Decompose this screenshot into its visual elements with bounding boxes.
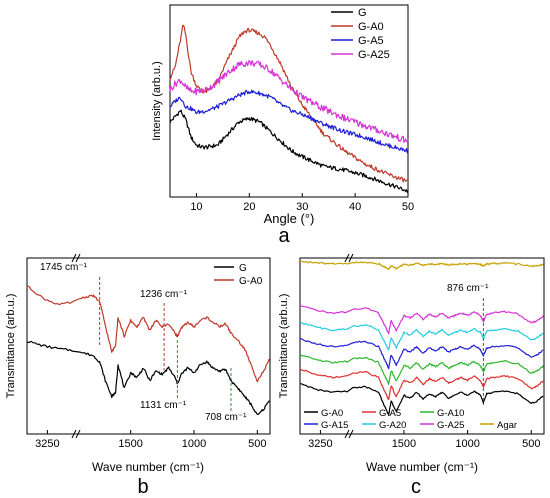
panel-a-x-ticks: 10 20 30 40 50 (190, 193, 414, 213)
panel-c-legend: G-A0 G-A5 G-A10 G-A15 G-A20 G-A25 Agar (304, 408, 517, 431)
panel-a-xlabel: Angle (°) (264, 211, 315, 226)
panel-c-series-g-a0 (299, 383, 544, 416)
panel-a-series-g-a25 (169, 59, 409, 143)
panel-c-legend-label: G-A5 (379, 408, 401, 419)
panel-a-tick-label: 10 (190, 201, 202, 213)
panel-a-tick-label: 50 (402, 201, 414, 213)
panel-b: 3250 1500 1000 500 1745 cm⁻¹ 1236 cm⁻¹ 1131 c… (5, 253, 271, 498)
panel-a-legend-label: G-A5 (358, 35, 384, 47)
panel-a-legend-label: G (358, 7, 367, 19)
panel-c-annotations: 876 cm⁻¹ (447, 283, 489, 405)
panel-c-legend-label: G-A15 (321, 420, 348, 431)
panel-b-series-g-a0 (26, 285, 270, 383)
panel-a-legend: G G-A0 G-A5 G-A25 (331, 7, 390, 61)
panel-c-series-g-a5 (299, 368, 544, 400)
panel-b-x-ticks: 3250 1500 1000 500 (35, 430, 267, 450)
panel-b-legend-label: G (239, 263, 247, 274)
panel-a: 10 20 30 40 50 Angle (°) Intensity (arb.u.) … (151, 4, 414, 247)
panel-a-ylabel: Intensity (arb.u.) (151, 61, 163, 140)
panel-b-tick-label: 1500 (118, 438, 142, 450)
panel-c-legend-label: G-A25 (437, 420, 464, 431)
panel-b-axis-break (71, 253, 81, 439)
panel-a-legend-label: G-A25 (358, 49, 390, 61)
panel-c-legend-label: G-A20 (379, 420, 406, 431)
panel-c-caption: c (411, 476, 421, 498)
panel-a-frame (169, 4, 409, 198)
panel-c-series-g-a20 (299, 321, 544, 351)
panel-b-annotation-label: 1131 cm⁻¹ (140, 400, 187, 411)
panel-c-series-g-a10 (299, 353, 544, 385)
panel-c-tick-label: 1500 (392, 438, 416, 450)
panel-b-xlabel: Wave number (cm⁻¹) (92, 460, 204, 474)
panel-c-legend-label: Agar (497, 420, 517, 431)
panel-b-series-g (26, 340, 270, 415)
panel-c-annotation-label: 876 cm⁻¹ (447, 283, 489, 294)
panel-a-series (169, 24, 409, 193)
panel-c-series-g-a15 (299, 338, 544, 370)
panel-c-tick-label: 1000 (455, 438, 479, 450)
panel-a-tick-label: 30 (296, 201, 308, 213)
panel-b-series (26, 285, 270, 415)
panel-c-x-ticks: 3250 1500 1000 500 (308, 430, 540, 450)
panel-c-frame (299, 257, 545, 435)
panel-a-series-g (169, 109, 409, 193)
panel-c-legend-label: G-A0 (321, 408, 343, 419)
panel-c-series-agar (300, 260, 544, 270)
panel-b-annotation-label: 708 cm⁻¹ (205, 412, 247, 423)
panel-b-annotation-label: 1745 cm⁻¹ (40, 262, 88, 273)
panel-b-legend-label: G-A0 (239, 276, 263, 287)
panel-b-tick-label: 500 (248, 438, 266, 450)
panel-c: 3250 1500 1000 500 876 cm⁻¹ Wave number (cm… (278, 253, 545, 498)
panel-b-annotations: 1745 cm⁻¹ 1236 cm⁻¹ 1131 cm⁻¹ 708 cm⁻¹ (40, 262, 247, 423)
panel-c-tick-label: 500 (522, 438, 540, 450)
panel-c-ylabel: Transmitance (arb.u.) (278, 294, 290, 399)
panel-b-tick-label: 1000 (182, 438, 206, 450)
panel-a-series-g-a5 (169, 89, 409, 154)
panel-b-annotation-label: 1236 cm⁻¹ (140, 289, 188, 300)
panel-a-tick-label: 40 (349, 201, 361, 213)
panel-a-legend-label: G-A0 (358, 21, 384, 33)
panel-b-tick-label: 3250 (35, 438, 59, 450)
panel-c-legend-label: G-A10 (437, 408, 464, 419)
panel-c-series-g-a25 (299, 304, 544, 335)
panel-c-tick-label: 3250 (308, 438, 332, 450)
panel-b-frame (26, 257, 271, 435)
panel-a-tick-label: 20 (243, 201, 255, 213)
panel-c-axis-break (344, 253, 354, 439)
panel-b-ylabel: Transmitance (arb.u.) (5, 294, 17, 399)
panel-b-legend: G G-A0 (214, 263, 263, 287)
panel-c-xlabel: Wave number (cm⁻¹) (366, 460, 478, 474)
panel-c-series (299, 260, 544, 416)
panel-a-caption: a (278, 225, 290, 247)
panel-b-caption: b (137, 476, 148, 498)
